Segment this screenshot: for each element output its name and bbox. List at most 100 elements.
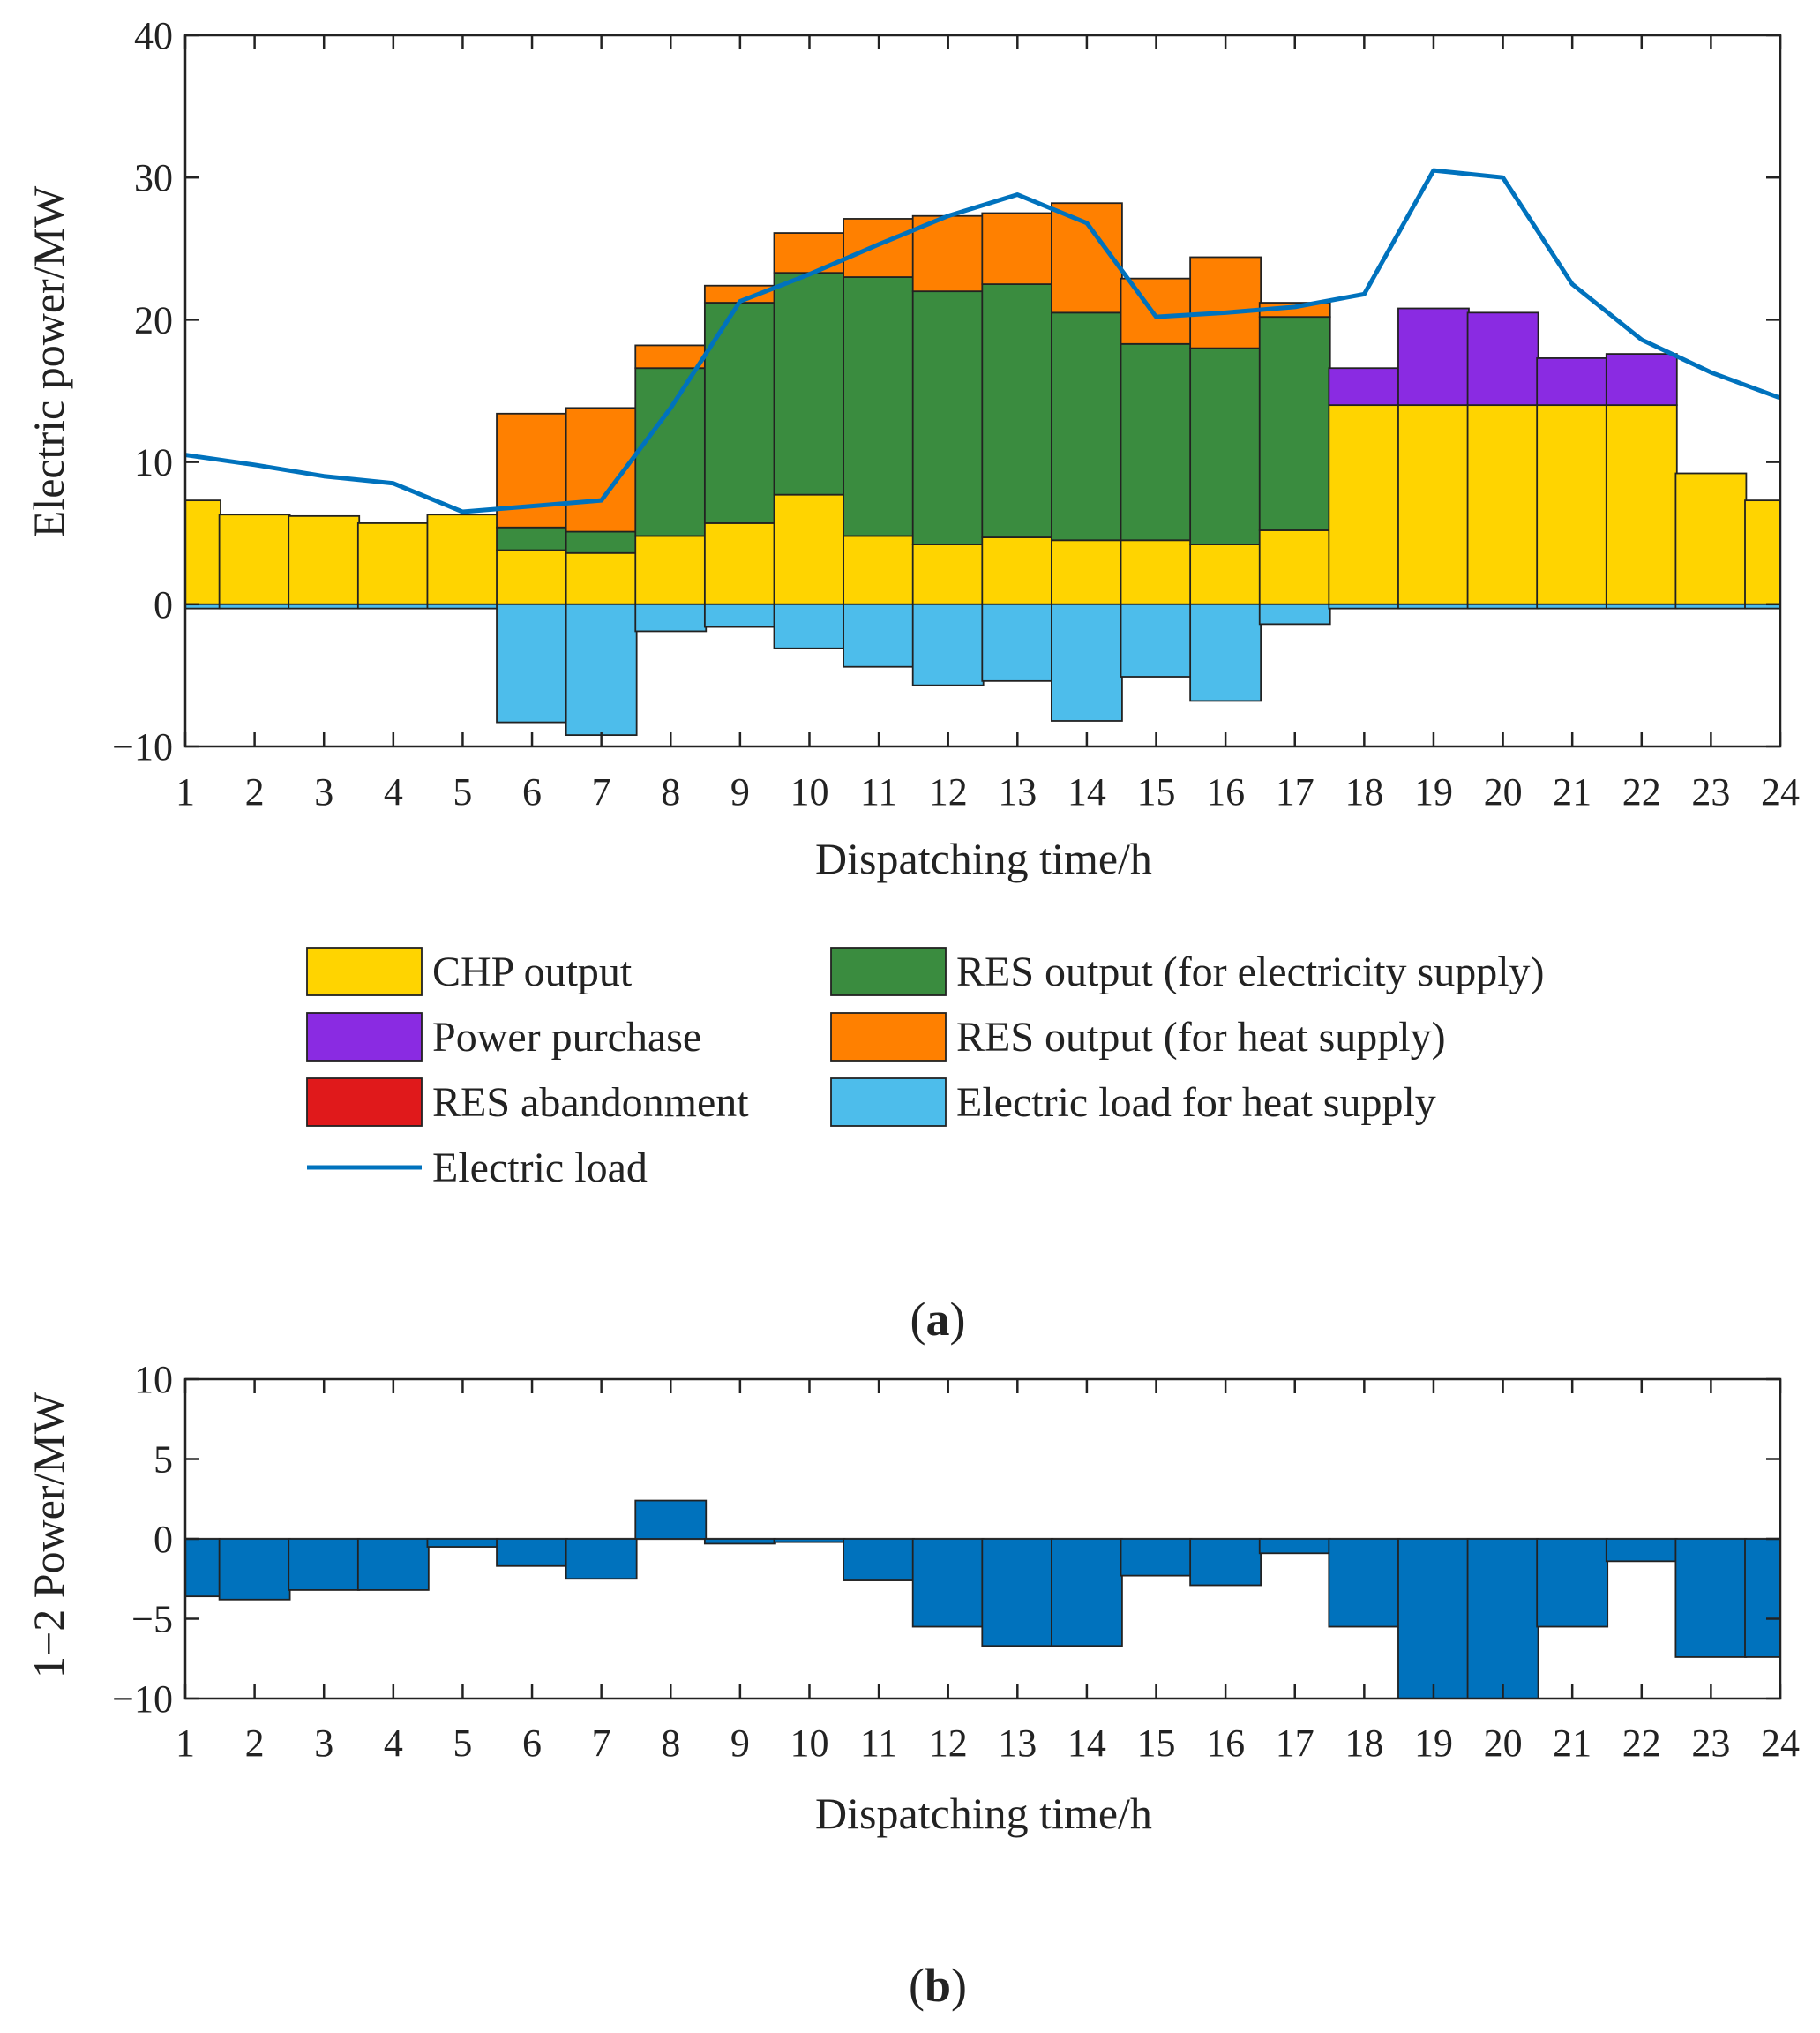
bar-heat-load-h12 bbox=[911, 603, 985, 686]
panel-a-y-tick-label: 30 bbox=[134, 156, 173, 199]
bar-res-electricity-h7 bbox=[565, 530, 638, 554]
panel-b-x-tick-label: 8 bbox=[661, 1722, 680, 1765]
bar-res-electricity-h6 bbox=[496, 526, 568, 551]
panel-a-x-tick-label: 22 bbox=[1622, 770, 1661, 814]
bar-chp-output-h6 bbox=[496, 549, 568, 605]
bar-chp-output-h11 bbox=[843, 535, 915, 605]
bar-res-heat-h12 bbox=[911, 214, 985, 293]
electric-load-line bbox=[184, 168, 1781, 514]
bar-1-2-power-h24 bbox=[1744, 1538, 1781, 1658]
bar-1-2-power-h3 bbox=[288, 1538, 361, 1591]
panel-a-plot-frame bbox=[183, 34, 1782, 748]
bar-heat-load-h19 bbox=[1397, 603, 1470, 610]
panel-b-y-axis-label: 1−2 Power/MW bbox=[24, 1392, 73, 1678]
bar-res-heat-h8 bbox=[634, 344, 708, 370]
legend-swatch-heat-load bbox=[830, 1077, 947, 1127]
bar-chp-output-h7 bbox=[565, 551, 638, 605]
panel-b-x-tick-label: 22 bbox=[1622, 1722, 1661, 1765]
panel-b-x-tick-label: 18 bbox=[1344, 1722, 1383, 1765]
bar-heat-load-h3 bbox=[288, 603, 361, 610]
bar-heat-load-h7 bbox=[565, 603, 638, 737]
bar-res-electricity-h11 bbox=[843, 276, 915, 537]
bar-heat-load-h9 bbox=[703, 603, 776, 628]
bar-1-2-power-h14 bbox=[1051, 1538, 1123, 1647]
panel-b-x-tick-label: 10 bbox=[790, 1722, 828, 1765]
legend-swatch-power-purchase bbox=[306, 1012, 423, 1062]
legend-label-res-abandonment: RES abandonment bbox=[432, 1079, 749, 1126]
bar-chp-output-h13 bbox=[981, 536, 1054, 605]
bar-1-2-power-h2 bbox=[218, 1538, 291, 1601]
panel-a-legend: CHP output RES output (for electricity su… bbox=[306, 947, 1545, 1191]
bar-1-2-power-h23 bbox=[1674, 1538, 1748, 1658]
panel-b-y-tick-label: −5 bbox=[131, 1598, 173, 1641]
bar-1-2-power-h16 bbox=[1189, 1538, 1262, 1587]
panel-a-x-tick-label: 10 bbox=[790, 770, 828, 814]
bar-res-electricity-h12 bbox=[911, 290, 985, 545]
bar-1-2-power-h10 bbox=[773, 1538, 846, 1543]
bar-1-2-power-h15 bbox=[1120, 1538, 1193, 1577]
bar-chp-output-h1 bbox=[184, 499, 221, 605]
panel-b-y-tick-label: 10 bbox=[134, 1358, 173, 1401]
bar-chp-output-h18 bbox=[1328, 404, 1401, 605]
bar-res-heat-h11 bbox=[843, 218, 915, 278]
panel-a-y-tick-label: 20 bbox=[134, 298, 173, 341]
panel-a-x-tick-label: 19 bbox=[1414, 770, 1453, 814]
bar-1-2-power-h7 bbox=[565, 1538, 638, 1580]
panel-a-x-tick-label: 9 bbox=[730, 770, 750, 814]
panel-a-x-tick-label: 20 bbox=[1484, 770, 1523, 814]
legend-label-res-heat: RES output (for heat supply) bbox=[956, 1014, 1446, 1061]
bar-heat-load-h21 bbox=[1536, 603, 1609, 610]
bar-chp-output-h20 bbox=[1466, 404, 1539, 605]
bar-power-purchase-h18 bbox=[1328, 367, 1401, 407]
panel-a-caption-letter: a bbox=[926, 1293, 950, 1346]
bar-heat-load-h10 bbox=[773, 603, 846, 649]
bar-1-2-power-h12 bbox=[911, 1538, 985, 1628]
legend-swatch-res-electricity bbox=[830, 947, 947, 996]
bar-chp-output-h9 bbox=[703, 522, 776, 605]
panel-a-x-tick-label: 8 bbox=[661, 770, 680, 814]
bar-1-2-power-h8 bbox=[634, 1499, 708, 1540]
bar-res-heat-h10 bbox=[773, 232, 846, 274]
bar-heat-load-h4 bbox=[356, 603, 430, 610]
panel-a-x-tick-label: 5 bbox=[453, 770, 472, 814]
panel-a-x-tick-label: 16 bbox=[1206, 770, 1245, 814]
bar-res-electricity-h13 bbox=[981, 283, 1054, 538]
bar-res-heat-h6 bbox=[496, 412, 568, 529]
panel-a-x-tick-label: 23 bbox=[1691, 770, 1730, 814]
bar-heat-load-h6 bbox=[496, 603, 568, 724]
panel-a-x-tick-label: 13 bbox=[998, 770, 1037, 814]
bar-power-purchase-h22 bbox=[1605, 353, 1678, 407]
panel-b-x-tick-label: 16 bbox=[1206, 1722, 1245, 1765]
panel-b-x-tick-label: 19 bbox=[1414, 1722, 1453, 1765]
bar-chp-output-h5 bbox=[426, 514, 499, 605]
panel-a-y-tick-label: 10 bbox=[134, 441, 173, 484]
panel-a-x-tick-label: 4 bbox=[384, 770, 403, 814]
bar-heat-load-h2 bbox=[218, 603, 291, 610]
bar-1-2-power-h22 bbox=[1605, 1538, 1678, 1563]
bar-chp-output-h4 bbox=[356, 522, 430, 605]
legend-label-heat-load: Electric load for heat supply bbox=[956, 1079, 1436, 1126]
bar-chp-output-h22 bbox=[1605, 404, 1678, 605]
panel-a-caption: (a) bbox=[910, 1293, 966, 1346]
legend-label-chp-output: CHP output bbox=[432, 949, 633, 995]
panel-a-x-tick-label: 11 bbox=[860, 770, 897, 814]
panel-b-x-tick-label: 6 bbox=[522, 1722, 542, 1765]
bar-1-2-power-h18 bbox=[1328, 1538, 1401, 1628]
panel-a-x-tick-label: 7 bbox=[592, 770, 611, 814]
bar-res-heat-h15 bbox=[1120, 277, 1193, 345]
bar-1-2-power-h21 bbox=[1536, 1538, 1609, 1628]
panel-a-x-tick-label: 18 bbox=[1344, 770, 1383, 814]
bar-1-2-power-h4 bbox=[356, 1538, 430, 1591]
bar-heat-load-h22 bbox=[1605, 603, 1678, 610]
bar-1-2-power-h20 bbox=[1466, 1538, 1539, 1699]
bar-res-electricity-h16 bbox=[1189, 347, 1262, 545]
bar-1-2-power-h5 bbox=[426, 1538, 499, 1548]
panel-a-x-tick-label: 15 bbox=[1137, 770, 1176, 814]
bar-1-2-power-h13 bbox=[981, 1538, 1054, 1647]
panel-b-x-tick-label: 9 bbox=[730, 1722, 750, 1765]
bar-res-heat-h16 bbox=[1189, 256, 1262, 349]
panel-b-x-tick-label: 13 bbox=[998, 1722, 1037, 1765]
legend-swatch-res-abandonment bbox=[306, 1077, 423, 1127]
